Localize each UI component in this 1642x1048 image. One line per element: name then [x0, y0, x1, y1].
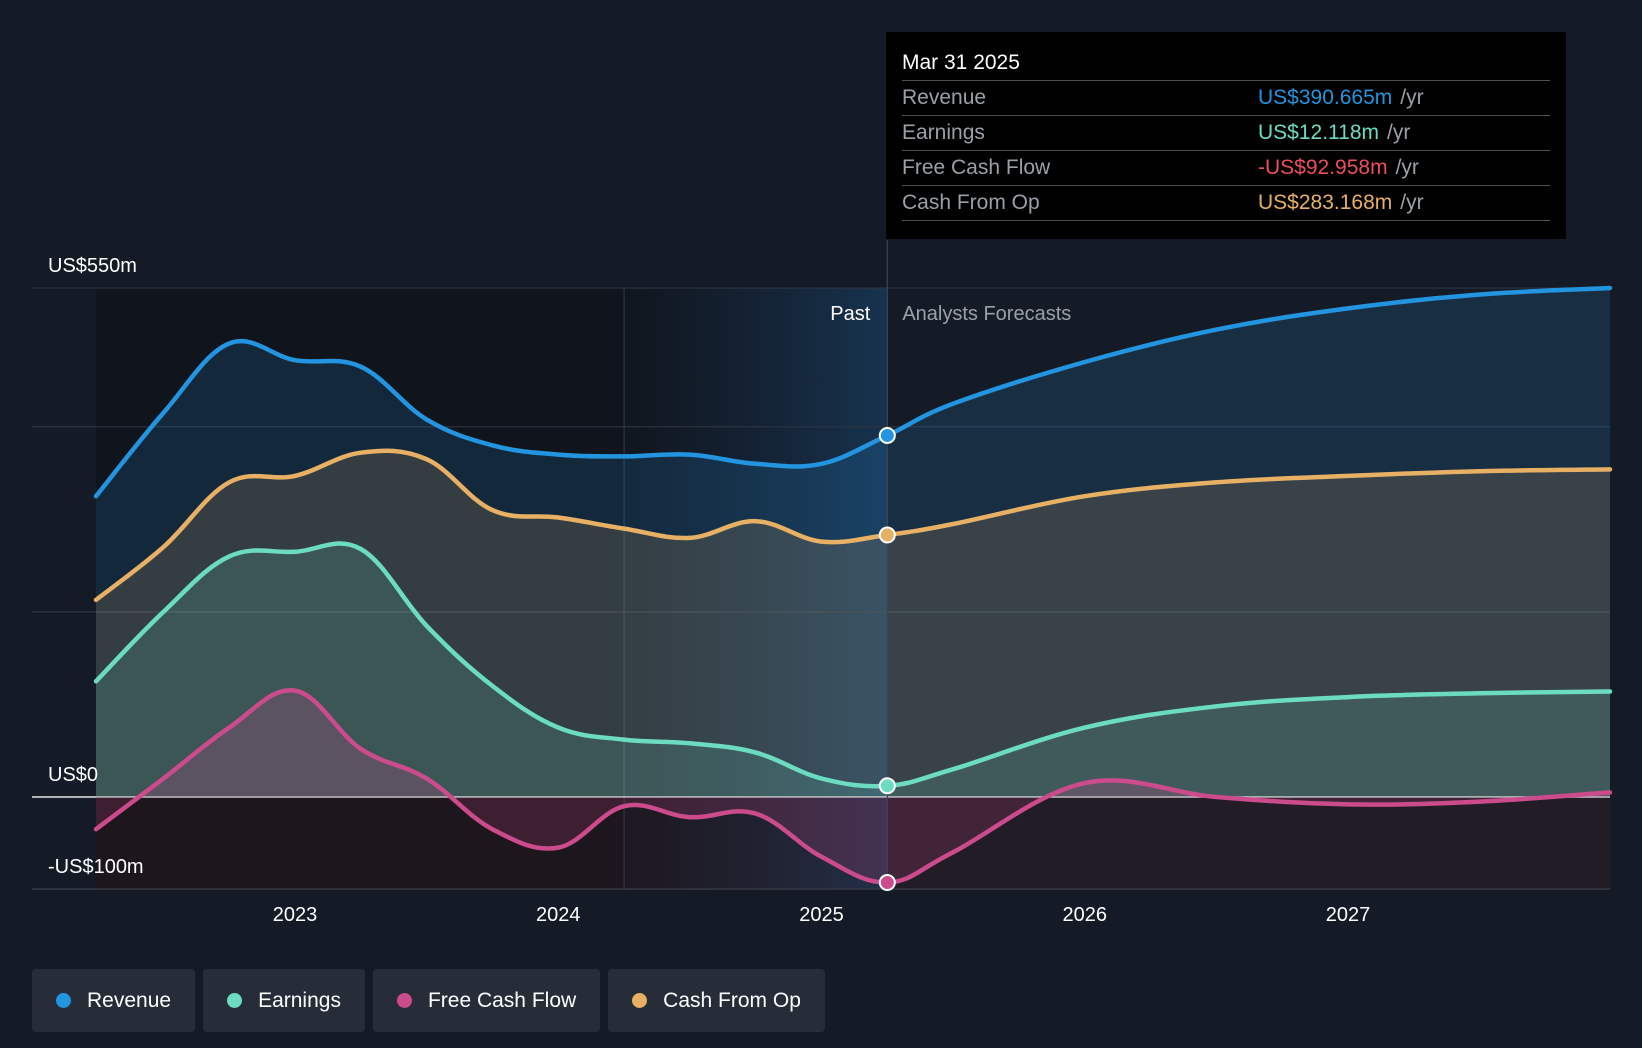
area-earnings	[96, 543, 1610, 797]
line-cash-from-op	[93, 448, 1613, 603]
legend-item-earnings[interactable]: Earnings	[203, 969, 365, 1032]
tooltip-unit: /yr	[1400, 86, 1424, 109]
legend-label: Free Cash Flow	[427, 988, 577, 1012]
x-tick-label: 2026	[1063, 904, 1108, 926]
tooltip-value: US$283.168m	[1258, 191, 1393, 214]
x-tick-label: 2025	[799, 904, 844, 926]
y-tick-label: US$550m	[48, 255, 137, 277]
tooltip-unit: /yr	[1395, 156, 1419, 179]
tooltip-row-free-cash-flow: Free Cash Flow -US$92.958m /yr	[902, 150, 1550, 185]
tooltip-value: US$390.665m	[1258, 86, 1393, 109]
y-tick-label: -US$100m	[48, 856, 144, 878]
legend-item-cash-from-op[interactable]: Cash From Op	[608, 969, 825, 1032]
tooltip-row-revenue: Revenue US$390.665m /yr	[902, 80, 1550, 115]
tooltip-value: US$12.118m	[1258, 121, 1380, 144]
tooltip: Mar 31 2025 Revenue US$390.665m /yr Earn…	[886, 32, 1566, 239]
marker-free-cash-flow	[878, 874, 896, 892]
line-earnings	[93, 541, 1613, 789]
legend-dot-icon	[56, 993, 71, 1008]
marker-revenue	[878, 426, 896, 444]
tooltip-name: Cash From Op	[902, 191, 1040, 214]
legend-item-revenue[interactable]: Revenue	[32, 969, 196, 1032]
tooltip-row-earnings: Earnings US$12.118m /yr	[902, 115, 1550, 150]
legend-dot-icon	[227, 993, 243, 1008]
x-tick-label: 2027	[1326, 904, 1371, 926]
y-tick-label: US$0	[48, 764, 98, 786]
tooltip-name: Earnings	[902, 121, 985, 144]
tooltip-date: Mar 31 2025	[902, 51, 1020, 74]
past-label: Past	[830, 303, 870, 325]
highlight-region	[624, 288, 888, 889]
tooltip-name: Free Cash Flow	[902, 156, 1051, 179]
legend-label: Revenue	[87, 988, 172, 1012]
legend-dot-icon	[396, 993, 412, 1008]
legend-item-free-cash-flow[interactable]: Free Cash Flow	[372, 969, 601, 1032]
x-tick-label: 2023	[273, 904, 318, 926]
legend-label: Earnings	[258, 988, 341, 1012]
legend-dot-icon	[632, 993, 648, 1008]
tooltip-row-cash-from-op: Cash From Op US$283.168m /yr	[902, 185, 1550, 221]
marker-cash-from-op	[878, 526, 896, 544]
area-cash-from-op	[96, 450, 1610, 797]
tooltip-value: -US$92.958m	[1258, 156, 1388, 179]
area-free-cash-flow	[96, 690, 1610, 883]
x-tick-label: 2024	[536, 904, 581, 926]
legend: Revenue Earnings Free Cash Flow Cash Fro…	[32, 969, 825, 1032]
forecast-label: Analysts Forecasts	[902, 303, 1071, 325]
marker-earnings	[878, 777, 896, 795]
tooltip-name: Revenue	[902, 86, 987, 109]
line-revenue	[93, 285, 1613, 499]
tooltip-unit: /yr	[1387, 121, 1411, 144]
line-free-cash-flow	[93, 688, 1613, 885]
tooltip-unit: /yr	[1400, 191, 1424, 214]
legend-label: Cash From Op	[663, 988, 801, 1012]
